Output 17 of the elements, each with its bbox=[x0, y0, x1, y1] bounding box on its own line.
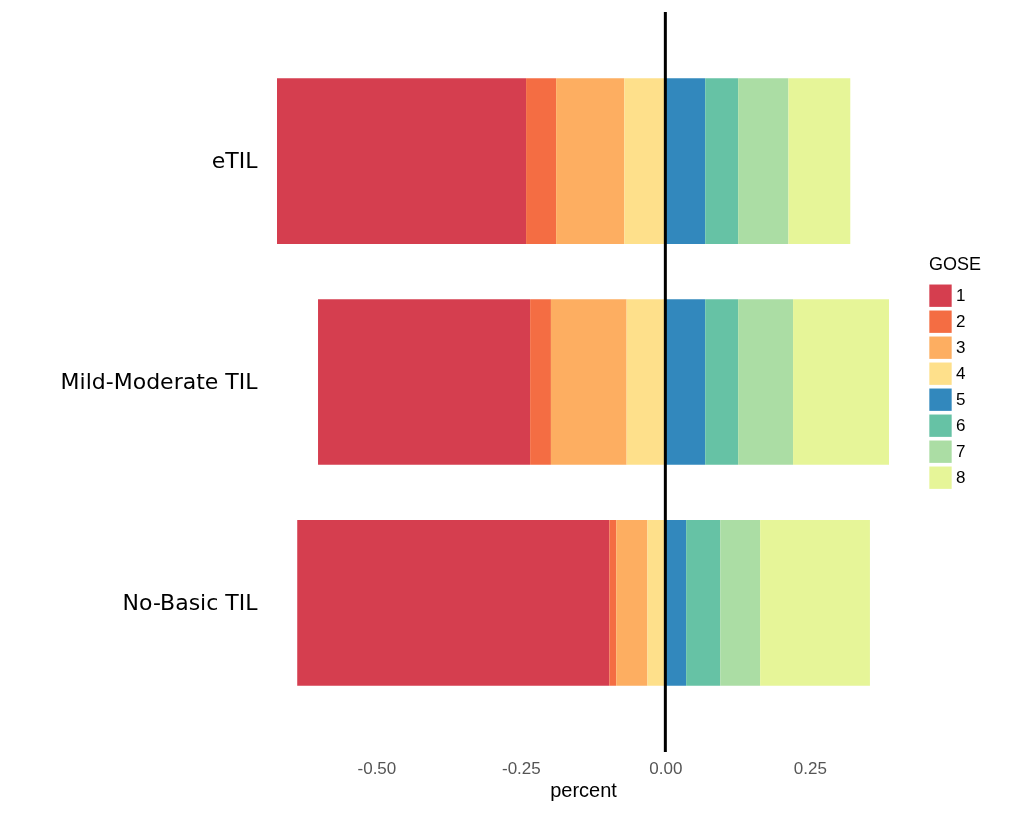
legend-label: 5 bbox=[956, 389, 966, 409]
x-axis-title: percent bbox=[550, 778, 618, 801]
legend-label: 1 bbox=[956, 285, 966, 305]
legend-label: 3 bbox=[956, 337, 966, 357]
legend-label: 8 bbox=[956, 467, 966, 487]
legend-label: 4 bbox=[956, 363, 966, 383]
y-tick-label: No-Basic TIL bbox=[122, 589, 259, 615]
legend-title: GOSE bbox=[929, 254, 982, 275]
legend-label: 6 bbox=[956, 415, 966, 435]
y-tick-label: Mild-Moderate TIL bbox=[60, 369, 259, 394]
y-tick-label: eTIL bbox=[211, 148, 259, 174]
x-tick-label: 0.25 bbox=[793, 758, 827, 778]
x-tick-label: 0.00 bbox=[649, 758, 683, 778]
legend-label: 7 bbox=[956, 441, 966, 461]
legend-label: 2 bbox=[956, 311, 966, 331]
x-tick-label: -0.25 bbox=[502, 758, 541, 778]
x-tick-label: -0.50 bbox=[357, 758, 397, 778]
